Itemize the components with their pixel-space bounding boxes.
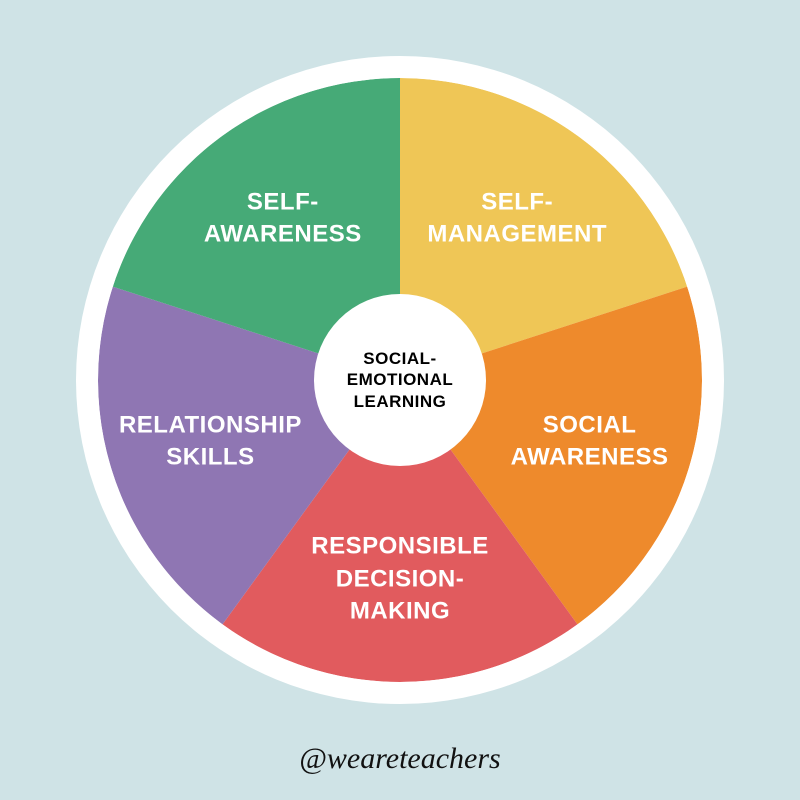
- credit-handle: @weareteachers: [299, 742, 500, 776]
- slice-label: RESPONSIBLE DECISION- MAKING: [311, 531, 489, 628]
- slice-label: SELF- MANAGEMENT: [427, 186, 607, 251]
- center-label: SOCIAL- EMOTIONAL LEARNING: [347, 348, 454, 412]
- sel-wheel: SOCIAL- EMOTIONAL LEARNING SELF- MANAGEM…: [76, 56, 724, 704]
- slice-label: RELATIONSHIP SKILLS: [119, 409, 302, 474]
- slice-label: SOCIAL AWARENESS: [511, 409, 669, 474]
- center-hub: SOCIAL- EMOTIONAL LEARNING: [314, 294, 486, 466]
- slice-label: SELF- AWARENESS: [204, 186, 362, 251]
- infographic-canvas: SOCIAL- EMOTIONAL LEARNING SELF- MANAGEM…: [0, 0, 800, 800]
